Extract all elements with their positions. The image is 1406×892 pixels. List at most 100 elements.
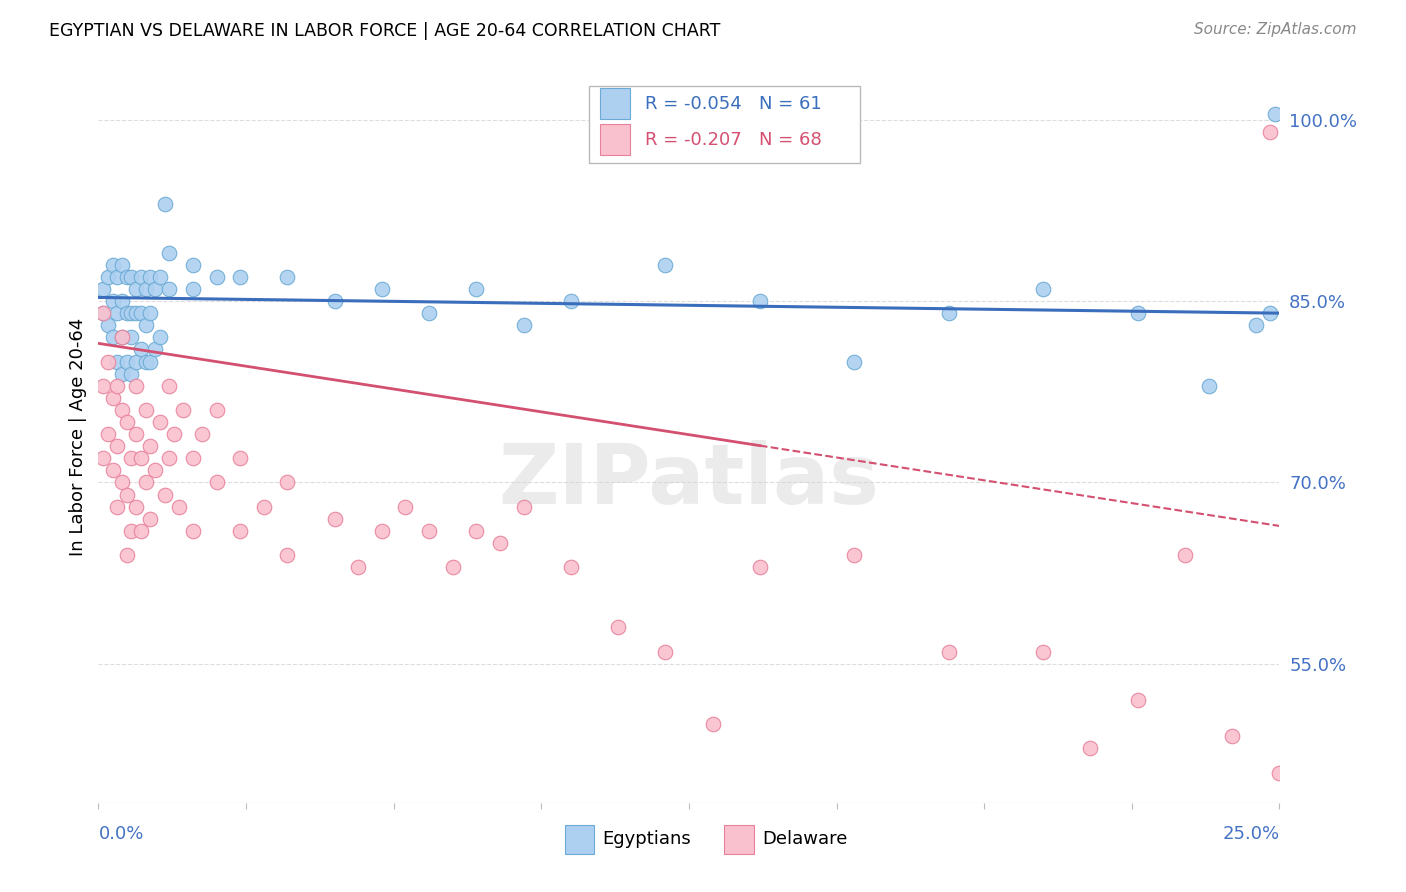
FancyBboxPatch shape	[724, 825, 754, 854]
Point	[323, 294, 346, 309]
Point	[111, 294, 134, 309]
Point	[115, 548, 138, 562]
Text: Source: ZipAtlas.com: Source: ZipAtlas.com	[1194, 22, 1357, 37]
Point	[121, 367, 143, 381]
Point	[135, 318, 157, 333]
FancyBboxPatch shape	[600, 88, 630, 119]
Point	[135, 282, 157, 296]
Point	[139, 354, 162, 368]
Point	[560, 560, 582, 574]
Point	[229, 269, 252, 284]
Point	[135, 354, 157, 368]
Point	[489, 536, 512, 550]
Point	[91, 378, 114, 392]
Point	[1258, 306, 1281, 320]
Point	[129, 524, 152, 538]
Point	[97, 427, 120, 442]
Point	[465, 282, 488, 296]
Point	[157, 245, 180, 260]
Text: Egyptians: Egyptians	[603, 830, 692, 848]
Text: EGYPTIAN VS DELAWARE IN LABOR FORCE | AGE 20-64 CORRELATION CHART: EGYPTIAN VS DELAWARE IN LABOR FORCE | AG…	[49, 22, 721, 40]
Point	[129, 343, 152, 357]
Point	[91, 451, 114, 466]
Point	[560, 294, 582, 309]
Text: ZIPatlas: ZIPatlas	[499, 441, 879, 522]
Point	[143, 463, 166, 477]
Point	[276, 475, 298, 490]
Point	[1244, 318, 1267, 333]
Point	[135, 403, 157, 417]
Point	[115, 269, 138, 284]
Text: Delaware: Delaware	[762, 830, 848, 848]
Point	[125, 306, 148, 320]
Point	[125, 354, 148, 368]
Point	[129, 269, 152, 284]
Point	[181, 451, 204, 466]
Point	[394, 500, 416, 514]
Point	[125, 500, 148, 514]
Point	[115, 415, 138, 429]
Point	[153, 197, 176, 211]
Text: R = -0.207   N = 68: R = -0.207 N = 68	[645, 131, 823, 149]
Point	[153, 487, 176, 501]
Point	[121, 524, 143, 538]
Point	[143, 282, 166, 296]
Point	[229, 451, 252, 466]
Point	[441, 560, 464, 574]
Point	[135, 475, 157, 490]
Point	[1268, 765, 1291, 780]
Point	[125, 427, 148, 442]
Point	[347, 560, 370, 574]
Point	[205, 269, 228, 284]
Text: R = -0.054   N = 61: R = -0.054 N = 61	[645, 95, 823, 112]
Point	[111, 475, 134, 490]
Point	[418, 524, 440, 538]
Point	[1174, 548, 1197, 562]
Text: 0.0%: 0.0%	[98, 825, 143, 843]
Point	[111, 330, 134, 344]
Text: 25.0%: 25.0%	[1222, 825, 1279, 843]
Point	[163, 427, 186, 442]
Point	[1258, 125, 1281, 139]
Point	[97, 269, 120, 284]
Point	[276, 269, 298, 284]
Point	[205, 403, 228, 417]
Point	[115, 354, 138, 368]
Point	[512, 318, 534, 333]
Point	[1126, 306, 1149, 320]
Point	[181, 258, 204, 272]
Point	[129, 451, 152, 466]
Point	[1032, 645, 1054, 659]
Point	[129, 306, 152, 320]
Point	[229, 524, 252, 538]
Point	[253, 500, 276, 514]
Point	[181, 524, 204, 538]
Point	[111, 367, 134, 381]
Point	[149, 330, 172, 344]
Point	[125, 378, 148, 392]
Point	[276, 548, 298, 562]
Point	[101, 294, 124, 309]
Point	[111, 403, 134, 417]
Point	[121, 269, 143, 284]
Point	[105, 269, 128, 284]
Point	[105, 500, 128, 514]
Point	[181, 282, 204, 296]
Point	[205, 475, 228, 490]
Point	[1220, 729, 1243, 743]
Point	[1126, 693, 1149, 707]
Point	[91, 306, 114, 320]
Point	[607, 620, 630, 634]
Point	[1032, 282, 1054, 296]
Point	[139, 269, 162, 284]
Point	[512, 500, 534, 514]
Point	[105, 378, 128, 392]
Point	[97, 354, 120, 368]
Point	[157, 282, 180, 296]
Point	[654, 258, 676, 272]
FancyBboxPatch shape	[589, 86, 860, 163]
Point	[191, 427, 214, 442]
Point	[97, 318, 120, 333]
Point	[748, 560, 770, 574]
Point	[105, 354, 128, 368]
